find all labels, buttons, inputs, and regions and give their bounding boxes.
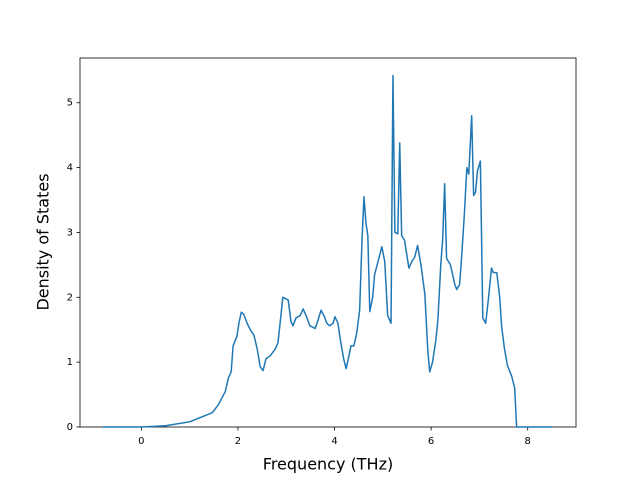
x-tick-label: 4 xyxy=(331,436,337,447)
x-tick-label: 6 xyxy=(428,436,434,447)
x-tick-label: 8 xyxy=(525,436,531,447)
plot-frame xyxy=(79,57,577,428)
y-tick-label: 5 xyxy=(67,98,73,109)
y-tick-label: 4 xyxy=(67,163,73,174)
y-tick-label: 3 xyxy=(67,227,73,238)
x-tick-label: 2 xyxy=(235,436,241,447)
y-axis-label: Density of States xyxy=(34,173,53,310)
x-axis-label: Frequency (THz) xyxy=(263,455,393,474)
y-tick-label: 1 xyxy=(67,357,73,368)
y-tick-label: 2 xyxy=(67,292,73,303)
y-tick-label: 0 xyxy=(67,422,73,433)
line-series xyxy=(102,74,553,428)
x-tick-label: 0 xyxy=(138,436,144,447)
